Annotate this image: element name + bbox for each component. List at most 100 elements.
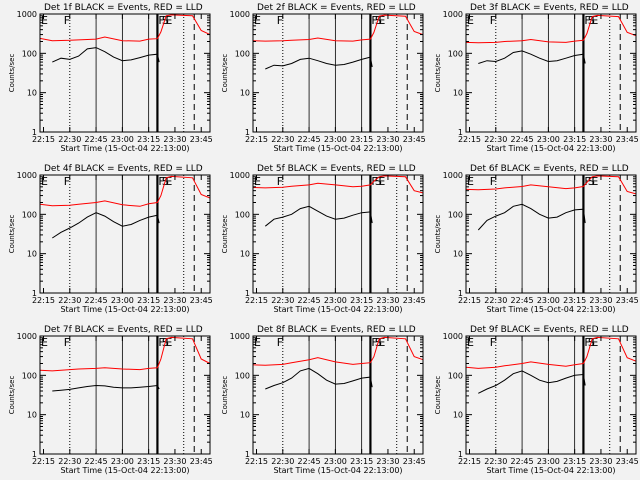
y-tick-label: 10 — [27, 250, 37, 259]
x-tick-label: 23:00 — [324, 296, 347, 305]
y-tick-label: 1 — [458, 450, 463, 459]
y-tick-label: 100 — [235, 210, 250, 219]
x-axis-label: Start Time (15-Oct-04 22:13:00) — [273, 144, 402, 153]
chart-title: Det 9f BLACK = Events, RED = LLD — [470, 325, 629, 335]
y-tick-label: 1 — [458, 289, 463, 298]
x-tick-label: 22:30 — [58, 135, 81, 144]
x-tick-label: 22:45 — [85, 296, 108, 305]
region-marker: S — [375, 175, 382, 188]
y-tick-label: 100 — [448, 371, 463, 380]
region-marker: E — [41, 14, 48, 27]
y-tick-label: 10 — [453, 89, 463, 98]
y-tick-label: 100 — [448, 210, 463, 219]
events-series-line — [478, 370, 586, 394]
plot-frame — [252, 13, 424, 133]
y-tick-label: 1000 — [17, 332, 37, 341]
x-axis-label: Start Time (15-Oct-04 22:13:00) — [60, 144, 189, 153]
x-tick-label: 23:45 — [403, 457, 426, 466]
region-marker: E — [254, 175, 261, 188]
chart-title: Det 7f BLACK = Events, RED = LLD — [44, 325, 203, 335]
x-tick-label: 23:15 — [350, 135, 373, 144]
x-tick-label: 22:45 — [85, 135, 108, 144]
lld-series-line — [39, 175, 211, 207]
chart-title: Det 4f BLACK = Events, RED = LLD — [44, 164, 203, 174]
events-series-line — [52, 212, 160, 239]
events-series-line — [478, 50, 586, 64]
region-marker: F — [584, 14, 590, 27]
lld-series-line — [252, 175, 424, 194]
x-tick-label: 23:30 — [376, 296, 399, 305]
x-tick-label: 23:15 — [350, 296, 373, 305]
region-marker: E — [165, 175, 172, 188]
y-tick-label: 1 — [32, 450, 37, 459]
x-tick-label: 22:45 — [298, 457, 321, 466]
events-series-line — [477, 203, 586, 231]
plot-frame — [252, 174, 424, 294]
x-tick-label: 23:45 — [190, 457, 213, 466]
chart-title: Det 6f BLACK = Events, RED = LLD — [470, 164, 629, 174]
x-tick-label: 23:30 — [376, 457, 399, 466]
x-tick-label: 22:45 — [85, 457, 108, 466]
region-marker: E — [591, 14, 598, 27]
region-marker: F — [490, 14, 496, 27]
y-tick-label: 1000 — [17, 10, 37, 19]
x-tick-label: 23:45 — [616, 135, 639, 144]
y-axis-label: Counts/sec — [8, 54, 16, 93]
x-tick-label: 23:00 — [537, 135, 560, 144]
x-tick-label: 23:30 — [163, 135, 186, 144]
x-tick-label: 23:15 — [350, 457, 373, 466]
x-tick-label: 22:45 — [298, 296, 321, 305]
chart-title: Det 1f BLACK = Events, RED = LLD — [44, 3, 203, 13]
y-tick-label: 10 — [453, 411, 463, 420]
x-tick-label: 22:30 — [484, 457, 507, 466]
plot-frame — [39, 335, 211, 455]
x-tick-label: 22:30 — [58, 296, 81, 305]
y-tick-label: 100 — [235, 371, 250, 380]
x-tick-label: 23:15 — [137, 135, 160, 144]
region-marker: E — [591, 175, 598, 188]
y-tick-label: 1000 — [443, 171, 463, 180]
y-axis-label: Counts/sec — [434, 376, 442, 415]
events-series-line — [52, 47, 160, 63]
lld-series-line — [252, 336, 424, 366]
y-tick-label: 10 — [240, 89, 250, 98]
x-tick-label: 23:30 — [376, 135, 399, 144]
y-tick-label: 10 — [27, 89, 37, 98]
region-marker: E — [467, 175, 474, 188]
x-tick-label: 22:30 — [271, 296, 294, 305]
region-marker: E — [254, 336, 261, 349]
x-tick-label: 22:45 — [298, 135, 321, 144]
lld-series-line — [465, 14, 637, 44]
y-tick-label: 100 — [448, 49, 463, 58]
plot-frame — [39, 174, 211, 294]
y-axis-label: Counts/sec — [434, 54, 442, 93]
y-tick-label: 10 — [240, 411, 250, 420]
events-series-line — [52, 384, 160, 392]
y-axis-label: Counts/sec — [8, 376, 16, 415]
x-tick-label: 23:00 — [537, 296, 560, 305]
x-axis-label: Start Time (15-Oct-04 22:13:00) — [486, 466, 615, 475]
region-marker: F — [64, 14, 70, 27]
y-tick-label: 1000 — [443, 332, 463, 341]
x-tick-label: 22:15 — [245, 296, 268, 305]
x-tick-label: 22:30 — [58, 457, 81, 466]
x-tick-label: 22:15 — [458, 296, 481, 305]
x-tick-label: 22:15 — [32, 135, 55, 144]
region-marker: E — [41, 336, 48, 349]
region-marker: E — [467, 14, 474, 27]
x-tick-label: 23:00 — [111, 457, 134, 466]
x-tick-label: 22:30 — [484, 135, 507, 144]
y-tick-label: 100 — [22, 49, 37, 58]
region-marker: E — [165, 14, 172, 27]
y-tick-label: 1000 — [17, 171, 37, 180]
x-axis-label: Start Time (15-Oct-04 22:13:00) — [486, 305, 615, 314]
region-marker: F — [277, 14, 283, 27]
plot-frame — [465, 13, 637, 133]
x-tick-label: 23:45 — [190, 296, 213, 305]
x-tick-label: 22:45 — [511, 135, 534, 144]
x-tick-label: 23:30 — [589, 457, 612, 466]
region-marker: F — [490, 336, 496, 349]
